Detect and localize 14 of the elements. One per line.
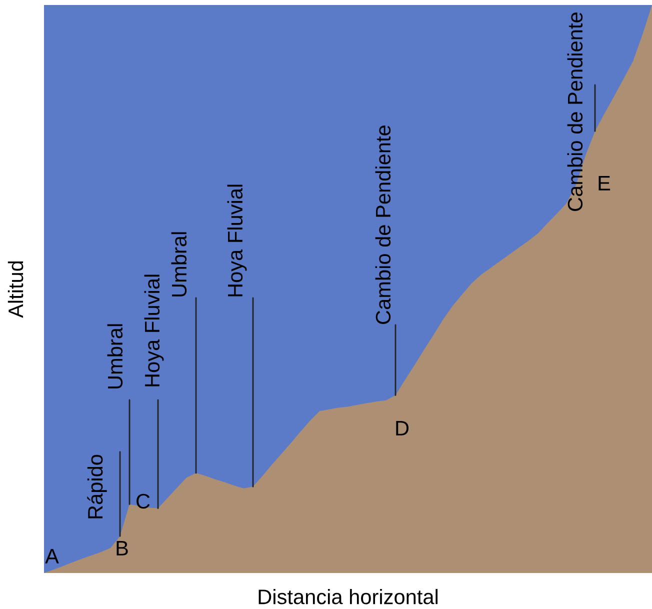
x-axis-title: Distancia horizontal	[258, 588, 438, 604]
annotation: E	[598, 176, 610, 190]
annotation: C	[136, 494, 150, 509]
annotation: D	[396, 421, 409, 436]
annotation: B	[116, 541, 128, 556]
annotation: Cambio de Pendiente	[567, 12, 583, 211]
annotation: Hoya Fluvial	[144, 274, 164, 386]
y-axis-title: Altitud	[8, 261, 24, 318]
annotation: Umbral	[171, 232, 187, 296]
annotation: Cambio de Pendiente	[375, 126, 391, 324]
annotation: Hoya Fluvial	[227, 184, 247, 296]
annotation: A	[45, 549, 59, 564]
annotation: Umbral	[107, 324, 123, 388]
annotation: Rápido	[87, 454, 107, 518]
